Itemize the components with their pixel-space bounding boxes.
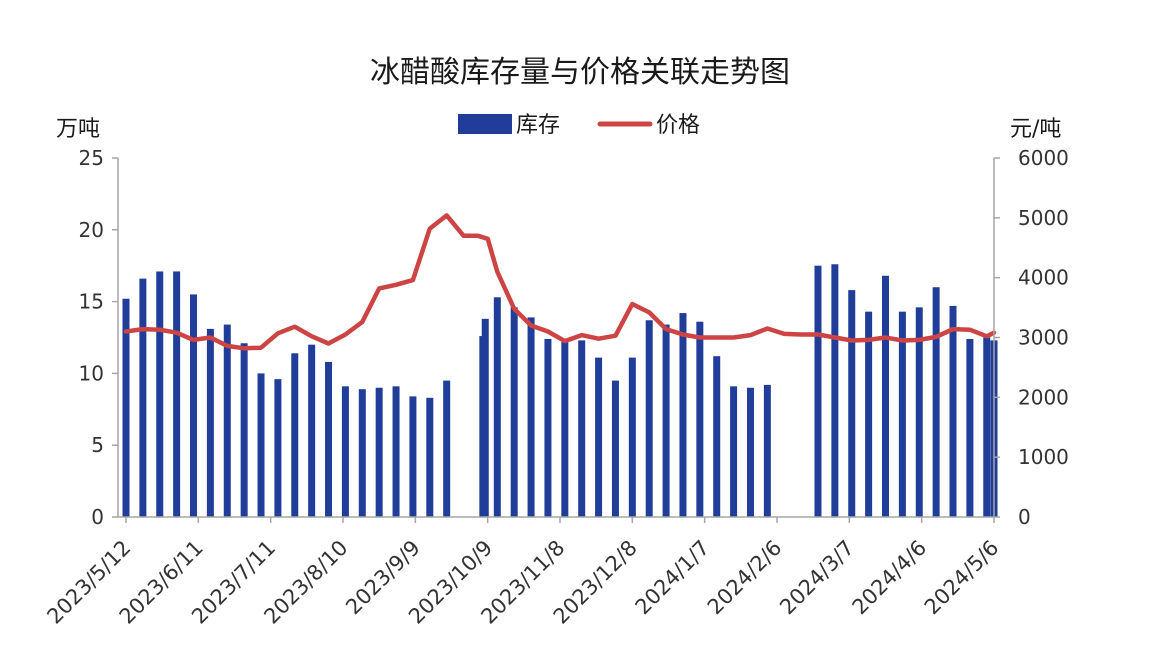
right-tick-label: 4000 xyxy=(1018,266,1069,290)
inventory-bar xyxy=(865,311,873,517)
inventory-bar xyxy=(156,271,164,517)
inventory-bar xyxy=(409,396,417,517)
inventory-bar xyxy=(561,341,569,517)
inventory-bar xyxy=(713,356,721,517)
inventory-bar xyxy=(375,387,383,517)
right-tick-label: 0 xyxy=(1018,505,1031,529)
inventory-bar xyxy=(493,297,501,517)
legend-label-inventory: 库存 xyxy=(516,113,560,138)
inventory-bar xyxy=(662,324,670,517)
inventory-bar xyxy=(173,271,181,517)
inventory-bar xyxy=(932,287,940,517)
x-tick-label: 2024/5/6 xyxy=(920,536,1004,620)
inventory-bar xyxy=(679,313,687,517)
x-tick-label: 2024/1/7 xyxy=(631,536,715,620)
left-tick-label: 20 xyxy=(79,218,104,242)
inventory-bar xyxy=(578,340,586,517)
x-axis-tick-labels: 2023/5/122023/6/112023/7/112023/8/102023… xyxy=(42,536,1003,629)
inventory-bar xyxy=(291,353,299,517)
right-tick-label: 2000 xyxy=(1018,385,1069,409)
right-axis-tick-labels: 0 1000 2000 3000 4000 5000 6000 xyxy=(1018,146,1069,529)
inventory-bar xyxy=(190,294,198,517)
inventory-bar xyxy=(898,311,906,517)
left-tick-label: 15 xyxy=(79,290,104,314)
left-axis-tick-labels: 0 5 10 15 20 25 xyxy=(79,146,104,529)
inventory-bar xyxy=(848,290,856,517)
price-line xyxy=(123,213,997,351)
inventory-bar xyxy=(966,338,974,517)
right-tick-label: 6000 xyxy=(1018,146,1069,170)
inventory-bar xyxy=(746,387,754,517)
inventory-bar xyxy=(882,275,889,517)
inventory-bar xyxy=(341,386,349,517)
inventory-bar xyxy=(611,380,619,517)
inventory-bar xyxy=(696,321,704,517)
inventory-bar xyxy=(139,278,147,517)
legend-label-price: 价格 xyxy=(656,113,700,138)
right-tick-label: 3000 xyxy=(1018,326,1069,350)
inventory-bar xyxy=(481,318,489,517)
inventory-bar xyxy=(240,343,248,517)
inventory-bar xyxy=(915,307,923,517)
inventory-bar xyxy=(223,324,231,517)
right-axis-unit: 元/吨 xyxy=(1010,117,1061,142)
inventory-bar xyxy=(443,380,451,517)
inventory-bar xyxy=(510,307,518,517)
inventory-bar xyxy=(983,337,991,517)
legend: 库存 价格 xyxy=(458,113,700,138)
inventory-bar xyxy=(544,338,552,517)
inventory-bar xyxy=(392,386,400,517)
inventory-bar xyxy=(814,265,822,517)
inventory-bar xyxy=(122,298,130,517)
inventory-bar xyxy=(730,386,738,517)
inventory-bar xyxy=(763,384,771,517)
left-tick-label: 25 xyxy=(79,146,104,170)
price-line-layer xyxy=(123,213,997,351)
left-tick-label: 5 xyxy=(91,433,104,457)
axes xyxy=(112,157,1000,523)
legend-swatch-inventory xyxy=(458,114,512,134)
inventory-bar xyxy=(527,317,535,517)
right-tick-label: 5000 xyxy=(1018,206,1069,230)
right-tick-label: 1000 xyxy=(1018,445,1069,469)
x-tick-label: 2024/2/6 xyxy=(703,536,787,620)
inventory-bar xyxy=(831,264,839,517)
inventory-bar xyxy=(949,305,957,517)
x-tick-label: 2024/4/6 xyxy=(848,536,932,620)
left-tick-label: 10 xyxy=(79,361,104,385)
left-tick-label: 0 xyxy=(91,505,104,529)
inventory-bar xyxy=(325,361,333,517)
inventory-bars xyxy=(122,264,998,517)
inventory-bar xyxy=(645,320,653,517)
inventory-bar xyxy=(628,357,636,517)
inventory-bar xyxy=(595,357,603,517)
x-tick-label: 2024/3/7 xyxy=(775,536,859,620)
inventory-bar xyxy=(308,344,316,517)
inventory-bar xyxy=(274,379,282,517)
inventory-bar xyxy=(206,328,214,517)
inventory-bar xyxy=(358,389,366,517)
chart-title: 冰醋酸库存量与价格关联走势图 xyxy=(370,55,790,90)
left-axis-unit: 万吨 xyxy=(56,117,100,142)
inventory-bar xyxy=(426,397,434,517)
inventory-bar xyxy=(257,373,265,517)
